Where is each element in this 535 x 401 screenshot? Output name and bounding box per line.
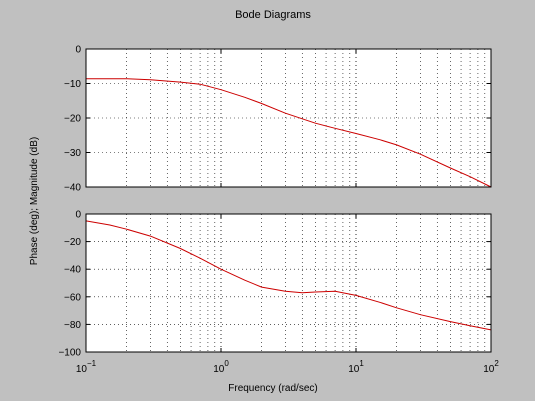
magnitude-ytick-label: −10: [64, 79, 81, 90]
phase-curve: [85, 220, 492, 331]
magnitude-plot: 0 −10 −20 −30 −40: [64, 45, 492, 194]
xtick-label: 102: [483, 359, 499, 375]
xtick-label: 10−1: [76, 359, 97, 375]
figure-title: Bode Diagrams: [235, 9, 311, 21]
phase-ytick-label: −80: [64, 320, 81, 331]
y-axis-label: Phase (deg); Magnitude (dB): [29, 137, 40, 265]
phase-axes-frame: [85, 213, 492, 353]
magnitude-plot-area: [86, 49, 491, 187]
xtick-label: 100: [213, 359, 229, 375]
phase-ytick-label: −40: [64, 265, 81, 276]
magnitude-ytick-label: −20: [64, 114, 81, 125]
magnitude-ytick-label: −30: [64, 148, 81, 159]
phase-ytick-label: −60: [64, 292, 81, 303]
magnitude-axes-frame: [85, 48, 492, 188]
xtick-label: 101: [348, 359, 364, 375]
phase-ytick-label: −100: [58, 348, 81, 359]
phase-ytick-label: −20: [64, 237, 81, 248]
magnitude-curve: [86, 78, 492, 188]
magnitude-ytick-label: 0: [75, 45, 81, 56]
phase-ytick-label: 0: [75, 210, 81, 221]
magnitude-ytick-label: −40: [64, 183, 81, 194]
x-axis-label: Frequency (rad/sec): [228, 383, 317, 394]
